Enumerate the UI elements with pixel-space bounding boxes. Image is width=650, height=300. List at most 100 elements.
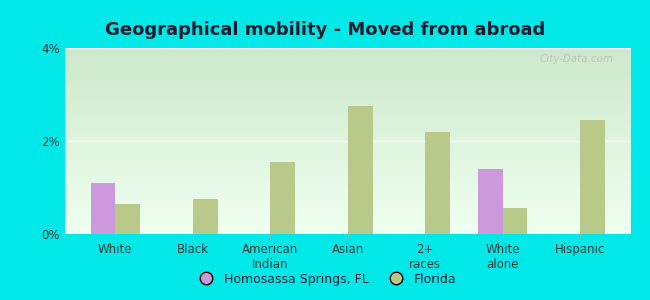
Bar	[65, 128, 630, 130]
Bar	[65, 154, 630, 156]
Bar	[65, 96, 630, 98]
Bar	[65, 161, 630, 163]
Bar	[65, 48, 630, 50]
Bar	[65, 172, 630, 175]
Bar	[65, 228, 630, 230]
Bar	[65, 117, 630, 119]
Bar	[580, 120, 605, 234]
Bar	[65, 150, 630, 152]
Bar	[65, 180, 630, 182]
Bar	[65, 68, 630, 70]
Bar	[65, 178, 630, 180]
Bar	[65, 137, 630, 139]
Bar	[65, 74, 630, 76]
Bar	[65, 93, 630, 94]
Text: City-Data.com: City-Data.com	[540, 54, 614, 64]
Text: Geographical mobility - Moved from abroad: Geographical mobility - Moved from abroa…	[105, 21, 545, 39]
Bar	[65, 61, 630, 63]
Bar	[65, 206, 630, 208]
Bar	[65, 214, 630, 215]
Bar	[65, 82, 630, 83]
Bar	[65, 139, 630, 141]
Bar	[65, 158, 630, 160]
Bar	[65, 104, 630, 106]
Bar	[65, 175, 630, 176]
Bar	[65, 156, 630, 158]
Bar	[65, 223, 630, 225]
Legend: Homosassa Springs, FL, Florida: Homosassa Springs, FL, Florida	[188, 268, 462, 291]
Bar	[65, 102, 630, 104]
Bar	[65, 83, 630, 85]
Bar	[65, 210, 630, 212]
Bar	[65, 122, 630, 124]
Bar	[65, 152, 630, 154]
Bar	[425, 132, 450, 234]
Bar	[65, 94, 630, 96]
Bar	[65, 63, 630, 65]
Bar	[65, 147, 630, 148]
Bar	[65, 225, 630, 226]
Bar	[65, 91, 630, 93]
Bar	[348, 106, 372, 234]
Bar	[65, 212, 630, 214]
Bar	[65, 208, 630, 210]
Bar	[65, 191, 630, 193]
Bar	[65, 132, 630, 134]
Bar	[270, 162, 295, 234]
Bar	[65, 52, 630, 54]
Bar	[65, 106, 630, 107]
Bar	[65, 54, 630, 56]
Bar	[65, 230, 630, 232]
Bar	[65, 182, 630, 184]
Bar	[65, 70, 630, 72]
Bar	[65, 184, 630, 186]
Bar	[65, 111, 630, 113]
Bar	[65, 193, 630, 195]
Bar	[65, 130, 630, 132]
Bar	[90, 183, 115, 234]
Bar	[65, 113, 630, 115]
Bar	[65, 232, 630, 234]
Bar	[65, 76, 630, 78]
Bar	[65, 124, 630, 126]
Bar	[65, 160, 630, 161]
Bar	[65, 121, 630, 122]
Bar	[65, 145, 630, 147]
Bar	[65, 56, 630, 57]
Bar	[65, 89, 630, 91]
Bar	[65, 126, 630, 128]
Bar	[115, 204, 140, 234]
Bar	[65, 195, 630, 197]
Bar	[65, 167, 630, 169]
Bar	[65, 219, 630, 221]
Bar	[65, 87, 630, 89]
Bar	[65, 204, 630, 206]
Bar	[65, 163, 630, 165]
Bar	[65, 165, 630, 167]
Bar	[65, 110, 630, 111]
Bar	[65, 134, 630, 135]
Bar	[65, 98, 630, 100]
Bar	[65, 59, 630, 61]
Bar	[65, 100, 630, 102]
Bar	[65, 188, 630, 189]
Bar	[65, 200, 630, 202]
Bar	[65, 80, 630, 82]
Bar	[65, 226, 630, 228]
Bar	[65, 171, 630, 172]
Bar	[65, 72, 630, 74]
Bar	[502, 208, 527, 234]
Bar	[65, 197, 630, 199]
Bar	[65, 78, 630, 80]
Bar	[65, 85, 630, 87]
Bar	[65, 189, 630, 191]
Bar	[65, 67, 630, 68]
Bar	[65, 65, 630, 67]
Bar	[65, 107, 630, 110]
Bar	[65, 176, 630, 178]
Bar	[65, 50, 630, 52]
Bar	[65, 119, 630, 121]
Bar	[65, 135, 630, 137]
Bar	[65, 141, 630, 143]
Bar	[65, 57, 630, 59]
